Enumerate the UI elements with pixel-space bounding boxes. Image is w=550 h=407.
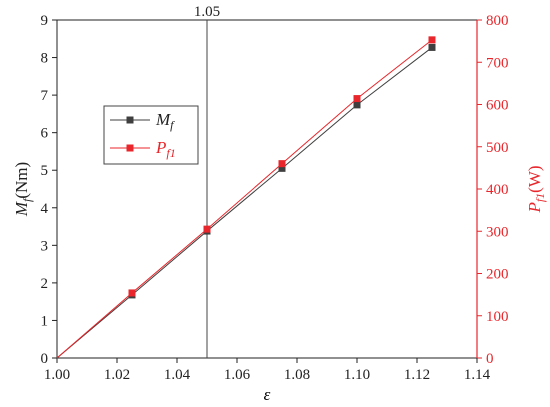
- bottom-axis-ticks: 1.00 1.02 1.04 1.06 1.08 1.10 1.12 1.14: [44, 358, 491, 383]
- right-tick-label: 0: [486, 351, 494, 367]
- left-tick-label: 3: [41, 238, 49, 254]
- left-tick-label: 8: [41, 51, 49, 67]
- right-tick-label: 500: [486, 140, 509, 156]
- left-tick-label: 6: [41, 126, 49, 142]
- legend: Mf Pf1: [103, 105, 199, 165]
- left-tick-label: 0: [41, 351, 49, 367]
- bottom-tick-label: 1.10: [344, 367, 370, 383]
- right-tick-label: 300: [486, 224, 509, 240]
- bottom-tick-label: 1.04: [164, 367, 191, 383]
- x-axis-title: ε: [264, 385, 271, 404]
- series-1-point: [278, 160, 286, 168]
- series-layer: [56, 36, 436, 359]
- left-axis-ticks: 0 1 2 3 4 5 6 7 8 9: [41, 13, 57, 367]
- right-tick-label: 700: [486, 55, 509, 71]
- series-0-point: [353, 101, 361, 109]
- series-line-1: [56, 39, 433, 359]
- series-1-point: [428, 36, 436, 44]
- right-tick-label: 800: [486, 13, 509, 29]
- series-0-point: [428, 43, 436, 51]
- bottom-tick-label: 1.12: [404, 367, 430, 383]
- left-tick-label: 7: [41, 88, 49, 104]
- series-1-point: [353, 95, 361, 103]
- right-tick-label: 400: [486, 182, 509, 198]
- left-axis-title: Mf(Nm): [12, 162, 34, 217]
- right-tick-label: 200: [486, 267, 509, 283]
- legend-label-pf1: Pf1: [155, 138, 176, 160]
- left-tick-label: 1: [41, 313, 49, 329]
- bottom-tick-label: 1.00: [44, 367, 70, 383]
- bottom-tick-label: 1.08: [284, 367, 310, 383]
- series-0-point: [278, 164, 286, 172]
- bottom-tick-label: 1.02: [104, 367, 130, 383]
- series-line-0: [56, 47, 433, 359]
- series-1-point: [203, 225, 211, 233]
- left-tick-label: 5: [41, 163, 49, 179]
- legend-box: [103, 105, 199, 165]
- plot-area: [56, 19, 478, 359]
- left-tick-label: 9: [41, 13, 49, 29]
- right-tick-label: 600: [486, 98, 509, 114]
- right-axis-ticks: 0 100 200 300 400 500 600 700 800: [477, 13, 509, 367]
- legend-marker-pf1: [126, 144, 134, 152]
- left-tick-label: 2: [41, 276, 49, 292]
- bottom-tick-label: 1.14: [464, 367, 491, 383]
- right-tick-label: 100: [486, 309, 509, 325]
- legend-marker-mf: [126, 116, 134, 124]
- series-1-point: [128, 289, 136, 297]
- left-tick-label: 4: [41, 201, 49, 217]
- right-axis-title: Pf1(W): [525, 165, 547, 213]
- legend-label-mf: Mf: [155, 110, 175, 132]
- bottom-tick-label: 1.06: [224, 367, 251, 383]
- reference-line-label: 1.05: [194, 4, 220, 20]
